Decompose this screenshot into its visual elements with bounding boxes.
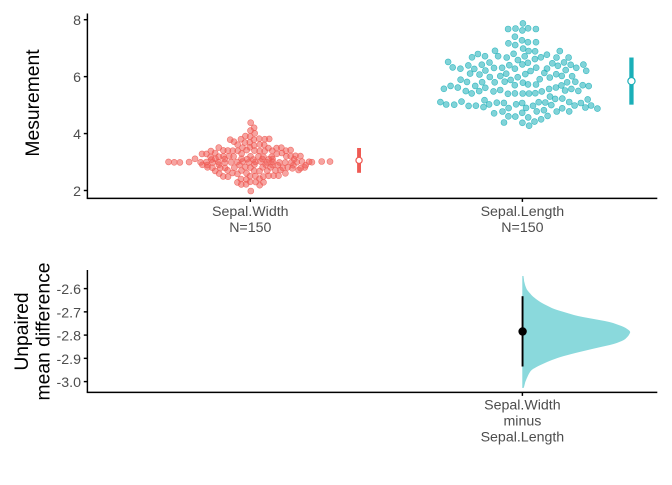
svg-text:Unpaired: Unpaired bbox=[12, 292, 33, 370]
svg-text:Sepal.Length: Sepal.Length bbox=[481, 430, 565, 446]
svg-text:2: 2 bbox=[73, 184, 81, 200]
svg-text:N=150: N=150 bbox=[229, 220, 271, 236]
svg-text:-2.9: -2.9 bbox=[57, 352, 82, 368]
svg-text:6: 6 bbox=[73, 70, 81, 86]
svg-text:mean difference: mean difference bbox=[33, 263, 54, 401]
svg-text:Sepal.Width: Sepal.Width bbox=[484, 398, 561, 414]
svg-text:-3.0: -3.0 bbox=[57, 375, 82, 391]
svg-text:4: 4 bbox=[73, 127, 81, 143]
svg-text:8: 8 bbox=[73, 13, 81, 29]
svg-text:-2.6: -2.6 bbox=[57, 282, 82, 298]
svg-text:N=150: N=150 bbox=[501, 220, 543, 236]
svg-text:minus: minus bbox=[503, 414, 541, 430]
svg-text:Sepal.Width: Sepal.Width bbox=[212, 204, 289, 220]
svg-text:-2.8: -2.8 bbox=[57, 329, 82, 345]
svg-text:Sepal.Length: Sepal.Length bbox=[481, 204, 565, 220]
svg-text:-2.7: -2.7 bbox=[57, 305, 82, 321]
svg-text:Mesurement: Mesurement bbox=[23, 49, 44, 157]
